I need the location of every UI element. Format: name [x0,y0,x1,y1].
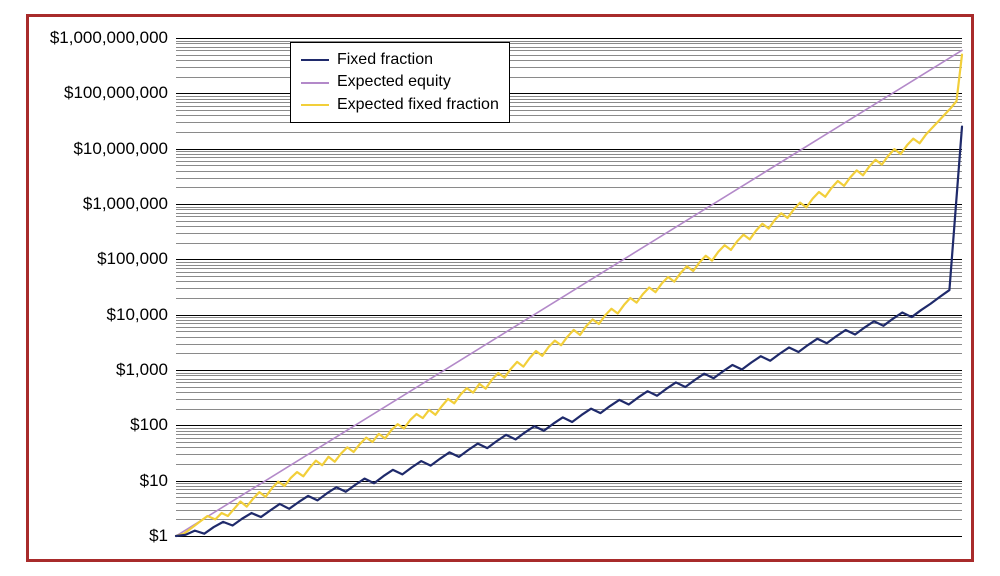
chart-plot-area: $1$10$100$1,000$10,000$100,000$1,000,000… [176,38,962,536]
legend-label: Fixed fraction [337,49,433,71]
y-tick-label: $100,000 [97,249,176,269]
chart-legend: Fixed fractionExpected equityExpected fi… [290,42,510,123]
y-tick-label: $1 [149,526,176,546]
y-tick-label: $1,000,000,000 [50,28,176,48]
y-tick-label: $100,000,000 [64,83,176,103]
grid-major-line [176,536,962,537]
legend-item: Fixed fraction [301,49,499,71]
y-tick-label: $10,000 [107,305,176,325]
legend-swatch-icon [301,104,329,106]
y-tick-label: $1,000,000 [83,194,176,214]
y-tick-label: $10 [140,471,176,491]
legend-swatch-icon [301,82,329,84]
legend-label: Expected fixed fraction [337,94,499,116]
legend-item: Expected equity [301,71,499,93]
legend-label: Expected equity [337,71,451,93]
y-tick-label: $10,000,000 [73,139,176,159]
legend-swatch-icon [301,59,329,61]
y-tick-label: $1,000 [116,360,176,380]
legend-item: Expected fixed fraction [301,94,499,116]
y-tick-label: $100 [130,415,176,435]
